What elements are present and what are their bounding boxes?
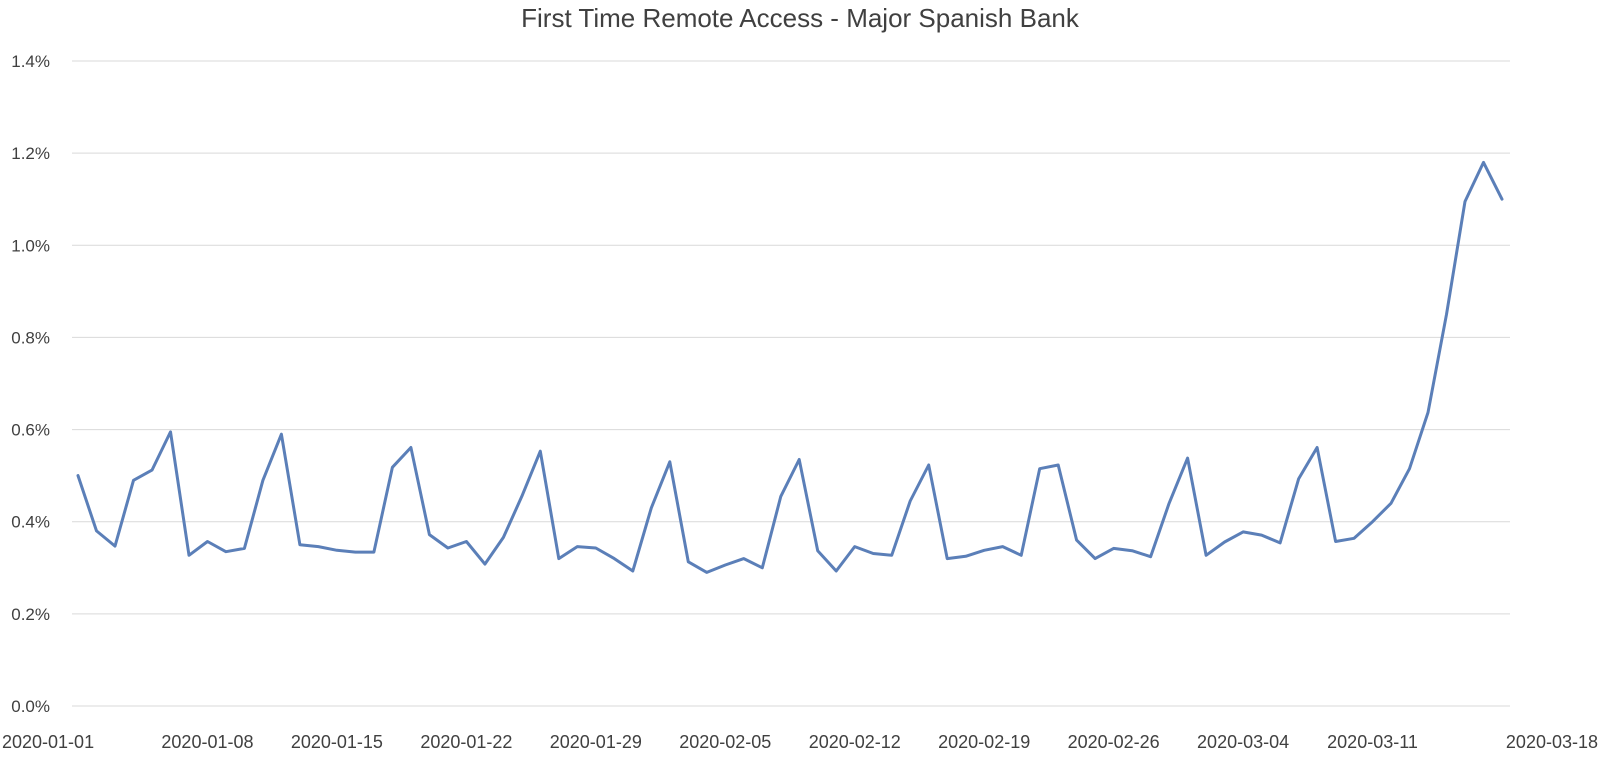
y-axis-ticks: 0.0% 0.2% 0.4% 0.6% 0.8% 1.0% 1.2% 1.4% <box>11 52 50 716</box>
x-tick-label: 2020-03-18 <box>1506 732 1598 752</box>
gridlines <box>72 60 1510 707</box>
y-tick-label: 0.4% <box>11 513 50 532</box>
y-tick-label: 1.2% <box>11 144 50 163</box>
x-tick-label: 2020-03-04 <box>1197 732 1289 752</box>
x-tick-label: 2020-02-12 <box>809 732 901 752</box>
chart-title: First Time Remote Access - Major Spanish… <box>521 3 1080 33</box>
x-tick-label: 2020-02-26 <box>1068 732 1160 752</box>
x-tick-label: 2020-01-22 <box>420 732 512 752</box>
y-tick-label: 0.6% <box>11 421 50 440</box>
series-layer <box>76 160 1504 574</box>
series-line <box>76 160 1504 574</box>
x-tick-label: 2020-02-05 <box>679 732 771 752</box>
y-tick-label: 0.0% <box>11 697 50 716</box>
x-tick-label: 2020-01-08 <box>161 732 253 752</box>
y-tick-label: 1.4% <box>11 52 50 71</box>
x-axis-ticks: 2020-01-01 2020-01-08 2020-01-15 2020-01-22… <box>2 732 1598 752</box>
y-tick-label: 1.0% <box>11 236 50 255</box>
x-tick-label: 2020-02-19 <box>938 732 1030 752</box>
y-tick-label: 0.8% <box>11 328 50 347</box>
x-tick-label: 2020-01-01 <box>2 732 94 752</box>
x-tick-label: 2020-01-15 <box>291 732 383 752</box>
x-tick-label: 2020-01-29 <box>550 732 642 752</box>
y-tick-label: 0.2% <box>11 605 50 624</box>
x-tick-label: 2020-03-11 <box>1327 732 1418 752</box>
